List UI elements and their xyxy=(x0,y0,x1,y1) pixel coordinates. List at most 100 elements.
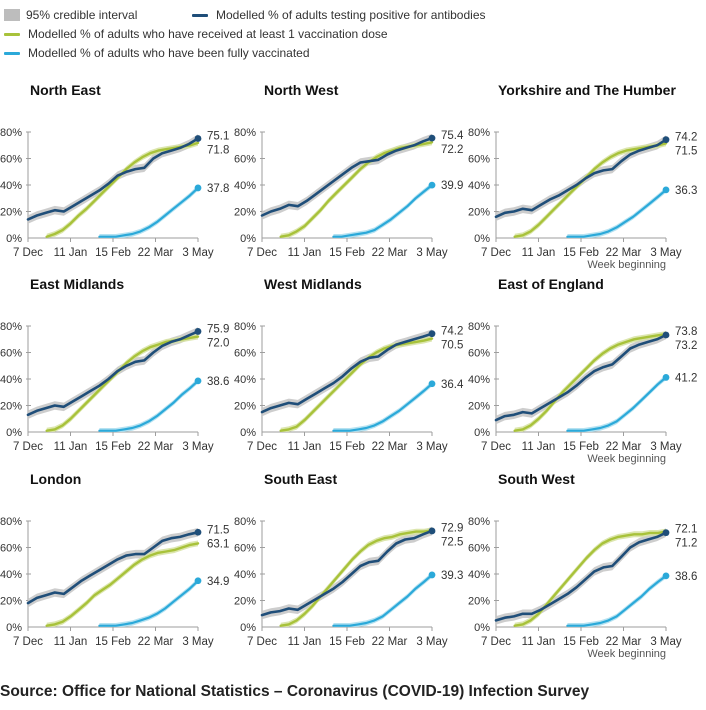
end-label-antibody: 75.4 xyxy=(441,130,464,142)
x-tick-label: 15 Feb xyxy=(329,441,365,453)
y-tick-label: 80% xyxy=(468,127,490,139)
y-tick-label: 60% xyxy=(234,543,256,555)
panel-title: East Midlands xyxy=(30,276,124,292)
y-tick-label: 0% xyxy=(474,427,490,439)
y-tick-label: 20% xyxy=(468,207,490,219)
full-vaccinated-line xyxy=(98,579,200,627)
full-end-marker xyxy=(428,571,436,579)
full-end-marker xyxy=(428,380,436,388)
y-tick-label: 40% xyxy=(0,374,22,386)
end-label-full: 36.3 xyxy=(675,185,697,197)
y-tick-label: 40% xyxy=(234,569,256,581)
panel-south-east: South East 0% 20% 40% 60% 80% 7 Dec 11 Jan 15 Fe… xyxy=(234,471,463,648)
panel-east-of-england: East of England 0% 20% 40% 60% 80% 7 Dec 11 Jan… xyxy=(468,276,697,465)
source-note: Source: Office for National Statistics –… xyxy=(0,683,590,700)
panel-title: South West xyxy=(498,471,575,487)
panel-title: North East xyxy=(30,82,101,98)
y-tick-label: 40% xyxy=(468,374,490,386)
x-tick-label: 3 May xyxy=(416,247,448,259)
y-tick-label: 60% xyxy=(468,348,490,360)
full-ci-band xyxy=(99,578,198,627)
full-vaccinated-line xyxy=(566,188,668,238)
y-tick-label: 20% xyxy=(468,401,490,413)
x-tick-label: 7 Dec xyxy=(247,636,277,648)
end-label-full: 39.9 xyxy=(441,180,463,192)
antibody-end-marker xyxy=(194,528,202,536)
x-tick-label: 22 Mar xyxy=(606,247,642,259)
legend-full: Modelled % of adults who have been fully… xyxy=(4,46,310,60)
antibody-line xyxy=(260,332,434,414)
x-tick-label: 3 May xyxy=(650,247,682,259)
y-tick-label: 20% xyxy=(0,207,22,219)
full-end-marker xyxy=(194,577,202,585)
y-tick-label: 40% xyxy=(468,180,490,192)
x-tick-label: 15 Feb xyxy=(329,636,365,648)
panel-west-midlands: West Midlands 0% 20% 40% 60% 80% 7 Dec 11 Jan 15… xyxy=(234,276,464,453)
full-end-marker xyxy=(662,572,670,580)
antibody-end-marker xyxy=(428,330,436,338)
end-label-dose1: 72.0 xyxy=(207,337,229,349)
end-label-antibody: 73.2 xyxy=(675,340,697,352)
ci-swatch-icon xyxy=(4,9,20,21)
x-tick-label: 7 Dec xyxy=(481,247,511,259)
full-ci-band xyxy=(567,187,666,238)
full-end-marker xyxy=(194,184,202,192)
full-vaccinated-line xyxy=(566,574,668,627)
end-label-full: 39.3 xyxy=(441,570,463,582)
x-axis-label: Week beginning xyxy=(587,648,666,660)
full-end-marker xyxy=(194,377,202,385)
end-label-dose1: 70.5 xyxy=(441,340,463,352)
x-tick-label: 7 Dec xyxy=(481,636,511,648)
antibody-line xyxy=(260,529,434,617)
antibody-ci-band xyxy=(496,135,666,221)
antibody-end-marker xyxy=(194,328,202,335)
x-tick-label: 11 Jan xyxy=(522,636,556,648)
y-tick-label: 60% xyxy=(468,154,490,166)
x-axis-label: Week beginning xyxy=(587,259,666,271)
x-tick-label: 11 Jan xyxy=(288,636,322,648)
x-tick-label: 22 Mar xyxy=(138,636,174,648)
x-tick-label: 3 May xyxy=(650,441,682,453)
antibody-ci-band xyxy=(262,133,432,220)
x-tick-label: 3 May xyxy=(182,247,214,259)
x-tick-label: 3 May xyxy=(182,636,214,648)
y-tick-label: 80% xyxy=(234,127,256,139)
x-tick-label: 15 Feb xyxy=(95,247,131,259)
x-axis-label: Week beginning xyxy=(587,453,666,465)
end-label-antibody: 74.2 xyxy=(675,132,697,144)
x-tick-label: 11 Jan xyxy=(522,247,556,259)
x-tick-label: 7 Dec xyxy=(247,247,277,259)
x-tick-label: 22 Mar xyxy=(138,247,174,259)
full-ci-band xyxy=(333,182,432,238)
y-tick-label: 40% xyxy=(0,569,22,581)
end-label-dose1: 72.2 xyxy=(441,144,463,156)
y-tick-label: 80% xyxy=(468,321,490,333)
antibody-line xyxy=(26,530,200,605)
x-tick-label: 3 May xyxy=(416,636,448,648)
x-tick-label: 15 Feb xyxy=(95,636,131,648)
end-label-full: 38.6 xyxy=(675,571,697,583)
panel-title: Yorkshire and The Humber xyxy=(498,82,676,98)
antibody-line-icon xyxy=(192,13,208,17)
end-label-antibody: 75.9 xyxy=(207,323,229,335)
x-tick-label: 22 Mar xyxy=(138,441,174,453)
end-label-dose1: 63.1 xyxy=(207,538,229,550)
antibody-line xyxy=(260,136,434,217)
antibody-end-marker xyxy=(662,331,670,339)
y-tick-label: 0% xyxy=(240,427,256,439)
y-tick-label: 80% xyxy=(468,516,490,528)
x-tick-label: 22 Mar xyxy=(372,441,408,453)
dose1-line-icon xyxy=(4,32,20,36)
antibody-end-marker xyxy=(428,134,436,142)
y-tick-label: 60% xyxy=(234,154,256,166)
x-tick-label: 3 May xyxy=(416,441,448,453)
x-tick-label: 7 Dec xyxy=(481,441,511,453)
dose1-ci-band xyxy=(514,140,666,238)
y-tick-label: 60% xyxy=(468,543,490,555)
legend-dose1: Modelled % of adults who have received a… xyxy=(4,27,388,41)
end-label-antibody: 75.1 xyxy=(207,130,229,142)
legend-ci: 95% credible interval xyxy=(4,8,137,22)
y-tick-label: 80% xyxy=(0,127,22,139)
y-tick-label: 0% xyxy=(6,622,22,634)
y-tick-label: 40% xyxy=(234,180,256,192)
